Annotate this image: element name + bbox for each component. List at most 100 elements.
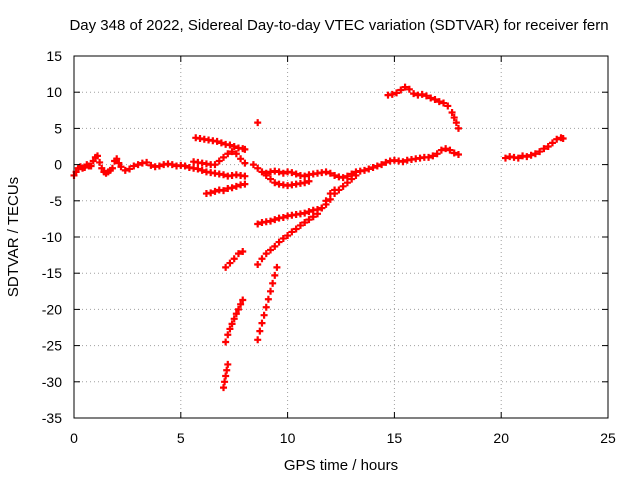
data-point	[536, 148, 544, 156]
data-point	[410, 90, 418, 98]
data-point	[143, 158, 151, 166]
data-point	[305, 216, 313, 224]
data-series-11	[222, 296, 247, 346]
data-point	[301, 219, 309, 227]
data-point	[301, 172, 309, 180]
data-point	[309, 213, 317, 221]
data-point	[348, 175, 356, 183]
data-point	[378, 161, 386, 169]
data-point	[198, 166, 206, 174]
data-point	[147, 161, 155, 169]
data-point	[288, 228, 296, 236]
data-point	[273, 263, 281, 271]
data-series-6	[249, 161, 313, 190]
data-point	[258, 168, 266, 176]
data-point	[234, 305, 242, 313]
data-series-7	[262, 145, 462, 182]
data-point	[230, 143, 238, 150]
data-point	[531, 150, 539, 158]
data-point	[343, 172, 351, 180]
data-point	[437, 146, 445, 154]
data-point	[360, 166, 368, 174]
data-point	[275, 168, 283, 176]
data-point	[540, 145, 548, 153]
data-series-3	[192, 134, 249, 153]
data-point	[207, 189, 215, 197]
data-point	[318, 204, 326, 212]
data-point	[322, 197, 330, 205]
y-tick-label: -10	[42, 229, 62, 245]
axis-ticks: 0 5 10 15 20 25 15 10 5 0 -5 -10 -15 -20 -25 -30 -35	[42, 48, 616, 446]
data-point	[226, 259, 234, 267]
data-series-9	[254, 186, 339, 269]
data-point	[501, 154, 509, 162]
data-series-10	[222, 247, 247, 271]
data-point	[454, 150, 462, 158]
data-point	[440, 99, 448, 107]
data-point	[352, 171, 360, 179]
data-point	[117, 163, 125, 171]
data-point	[254, 164, 262, 172]
data-series-15	[501, 134, 567, 162]
data-point	[194, 165, 202, 173]
y-tick-label: 15	[46, 48, 62, 64]
data-point	[224, 360, 232, 368]
data-point	[126, 165, 134, 173]
data-point	[373, 162, 381, 170]
data-point	[397, 86, 405, 94]
data-point	[241, 172, 249, 180]
data-point	[228, 184, 236, 192]
data-point	[264, 295, 272, 303]
data-point	[425, 153, 433, 161]
data-point	[442, 145, 450, 153]
data-series-1	[70, 152, 249, 180]
data-point	[262, 250, 270, 258]
chart-title: Day 348 of 2022, Sidereal Day-to-day VTE…	[69, 17, 608, 34]
data-point	[450, 114, 458, 122]
data-point	[288, 169, 296, 177]
data-point	[258, 255, 266, 263]
data-point	[237, 155, 245, 163]
data-point	[108, 164, 116, 172]
data-series-12	[220, 360, 232, 392]
data-point	[232, 150, 240, 158]
data-point	[401, 83, 409, 91]
data-point	[527, 151, 535, 159]
x-axis-label: GPS time / hours	[284, 457, 398, 474]
data-point	[211, 161, 219, 169]
data-point	[215, 157, 223, 165]
data-point	[211, 187, 219, 195]
data-point	[271, 271, 279, 279]
data-point	[98, 164, 106, 172]
data-point	[228, 320, 236, 328]
data-point	[279, 234, 287, 242]
data-point	[514, 154, 522, 162]
data-point	[305, 177, 313, 185]
data-point	[399, 158, 407, 166]
data-point	[444, 102, 452, 110]
data-point	[113, 155, 121, 163]
data-point	[271, 216, 279, 224]
data-point	[326, 190, 334, 198]
data-point	[269, 279, 277, 287]
data-point	[292, 225, 300, 233]
data-point	[222, 263, 230, 271]
data-point	[422, 92, 430, 100]
data-point	[393, 89, 401, 97]
data-point	[267, 175, 275, 183]
data-point	[222, 338, 230, 346]
data-point	[284, 232, 292, 240]
data-point	[301, 179, 309, 187]
data-point	[301, 209, 309, 217]
y-tick-label: -15	[42, 265, 62, 281]
data-point	[134, 161, 142, 169]
data-point	[115, 159, 123, 167]
data-point	[249, 161, 257, 169]
data-point	[228, 148, 236, 156]
data-point	[339, 182, 347, 190]
x-tick-label: 15	[387, 430, 403, 446]
data-point	[213, 137, 221, 145]
data-point	[292, 170, 300, 178]
data-point	[314, 210, 322, 218]
